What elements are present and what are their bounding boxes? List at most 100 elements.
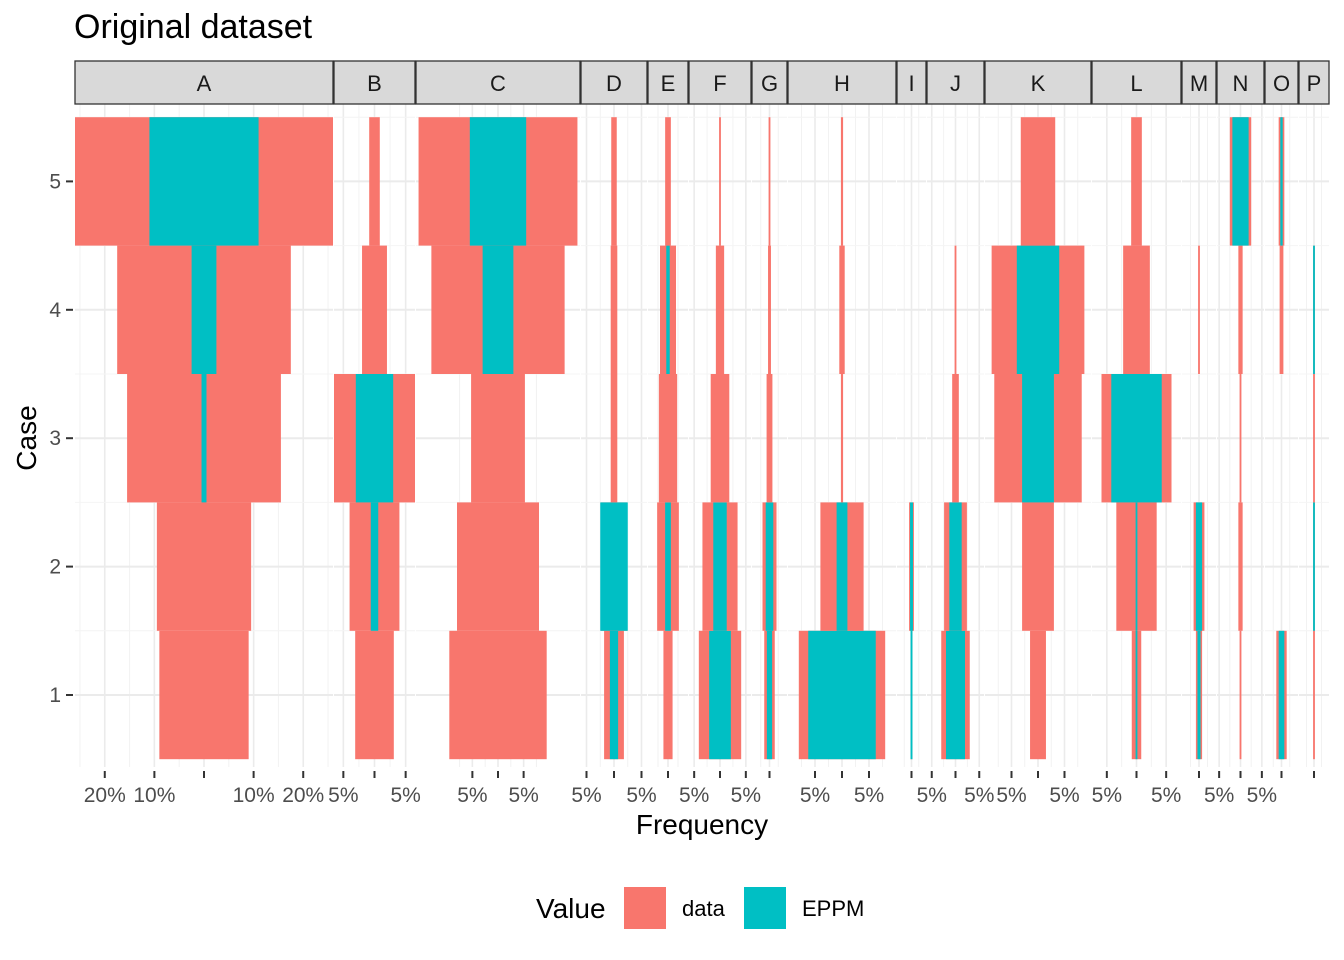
facet-strip: [74, 60, 334, 105]
bar-data-h-case-5: [840, 117, 844, 246]
x-tick-label: 5%: [800, 784, 830, 807]
bar-data-e-case-3: [658, 374, 678, 503]
bar-data-f-case-3: [710, 374, 730, 503]
bar-data-b-case-1: [355, 630, 394, 760]
x-tick-label: 5%: [1247, 784, 1277, 807]
bar-data-j-case-3: [952, 374, 959, 503]
bar-data-n-case-3: [1239, 374, 1242, 503]
facet-label-m: M: [1190, 71, 1208, 96]
facet-label-h: H: [834, 71, 850, 96]
panel-l: L 5% 5%: [1091, 60, 1182, 807]
bar-eppm-o-case-1: [1278, 630, 1285, 760]
facet-strip: [688, 60, 752, 105]
panel-f: F 5% 5%: [679, 60, 761, 807]
facet-label-d: D: [606, 71, 622, 96]
bar-data-g-case-4: [768, 245, 771, 374]
legend-title: Value: [536, 893, 606, 924]
bar-eppm-b-case-3: [355, 374, 394, 503]
bar-data-a-case-2: [156, 502, 252, 631]
facet-label-l: L: [1130, 71, 1142, 96]
facet-label-f: F: [713, 71, 726, 96]
facet-strip: [1264, 60, 1299, 105]
facet-label-g: G: [761, 71, 778, 96]
bar-eppm-l-case-2: [1135, 502, 1138, 631]
bar-eppm-a-case-5: [149, 117, 259, 246]
facet-label-i: I: [908, 71, 914, 96]
facet-label-b: B: [367, 71, 382, 96]
bar-eppm-j-case-2: [949, 502, 962, 631]
facet-strip: [1091, 60, 1182, 105]
bar-data-p-case-1: [1313, 630, 1315, 760]
bar-data-a-case-1: [159, 630, 249, 760]
bar-eppm-i-case-2: [910, 502, 913, 631]
bar-eppm-b-case-2: [370, 502, 379, 631]
facet-label-p: P: [1307, 71, 1322, 96]
bar-data-n-case-2: [1238, 502, 1243, 631]
bar-eppm-m-case-2: [1195, 502, 1203, 631]
bar-data-h-case-4: [839, 245, 845, 374]
bar-eppm-h-case-1: [808, 630, 876, 760]
facet-strip: [751, 60, 788, 105]
x-axis-title: Frequency: [636, 809, 768, 840]
panel-c: C 5% 5%: [415, 60, 581, 807]
x-tick-label: 5%: [626, 784, 656, 807]
facet-strip: [1298, 60, 1330, 105]
bar-data-f-case-4: [715, 245, 725, 374]
x-tick-label: 5%: [917, 784, 947, 807]
bar-eppm-e-case-4: [666, 245, 670, 374]
bar-eppm-j-case-1: [946, 630, 965, 760]
x-tick-label: 5%: [508, 784, 538, 807]
bar-data-j-case-4: [954, 245, 957, 374]
bar-eppm-e-case-2: [665, 502, 671, 631]
bar-eppm-f-case-2: [713, 502, 727, 631]
bar-eppm-k-case-3: [1022, 374, 1054, 503]
bar-eppm-k-case-4: [1016, 245, 1060, 374]
bar-eppm-a-case-4: [191, 245, 217, 374]
bar-eppm-g-case-1: [766, 630, 773, 760]
legend-label-data: data: [682, 896, 726, 921]
bar-data-k-case-2: [1022, 502, 1054, 631]
x-tick-label: 5%: [390, 784, 420, 807]
x-tick-label: 5%: [457, 784, 487, 807]
facet-strip: [647, 60, 689, 105]
x-tick-label: 5%: [1049, 784, 1079, 807]
y-tick-label: 2: [49, 556, 61, 579]
bar-eppm-n-case-5: [1232, 117, 1249, 246]
bar-data-b-case-4: [362, 245, 387, 374]
bar-data-d-case-5: [611, 117, 617, 246]
panel-k: K 5% 5%: [984, 60, 1092, 807]
bar-data-b-case-5: [369, 117, 380, 246]
panel-b: B 5% 5%: [328, 60, 421, 807]
facet-strip: [787, 60, 897, 105]
legend-key-data: [624, 887, 666, 929]
bar-eppm-f-case-1: [709, 630, 731, 760]
bar-data-l-case-4: [1123, 245, 1150, 374]
legend: Value data EPPM: [536, 887, 864, 929]
x-tick-label: 5%: [571, 784, 601, 807]
y-tick-label: 5: [49, 170, 61, 193]
x-tick-label: 5%: [731, 784, 761, 807]
panel-n: N 5% 5%: [1204, 60, 1277, 807]
bar-data-k-case-1: [1030, 630, 1046, 760]
y-tick-label: 1: [49, 684, 61, 707]
bar-data-p-case-3: [1313, 374, 1315, 503]
panel-j: J 5% 5%: [917, 60, 994, 807]
bar-eppm-m-case-1: [1197, 630, 1201, 760]
bar-eppm-c-case-4: [482, 245, 514, 374]
bar-data-l-case-5: [1131, 117, 1142, 246]
bar-data-f-case-5: [719, 117, 721, 246]
x-tick-label: 5%: [679, 784, 709, 807]
bar-data-o-case-4: [1279, 245, 1284, 374]
x-tick-label: 5%: [1204, 784, 1234, 807]
y-tick-label: 3: [49, 427, 61, 450]
bar-data-d-case-4: [610, 245, 618, 374]
panel-d: D 5% 5%: [571, 60, 657, 807]
bar-eppm-l-case-1: [1135, 630, 1138, 760]
bar-data-c-case-2: [457, 502, 539, 631]
facet-label-j: J: [950, 71, 961, 96]
chart-title: Original dataset: [74, 8, 313, 46]
facet-label-n: N: [1233, 71, 1249, 96]
facet-panels: A20% 10% 10% 20%B5% 5%C5% 5%D5% 5%E F5% 5%G H5% 5%…: [74, 60, 1330, 807]
bar-data-k-case-5: [1020, 117, 1056, 246]
